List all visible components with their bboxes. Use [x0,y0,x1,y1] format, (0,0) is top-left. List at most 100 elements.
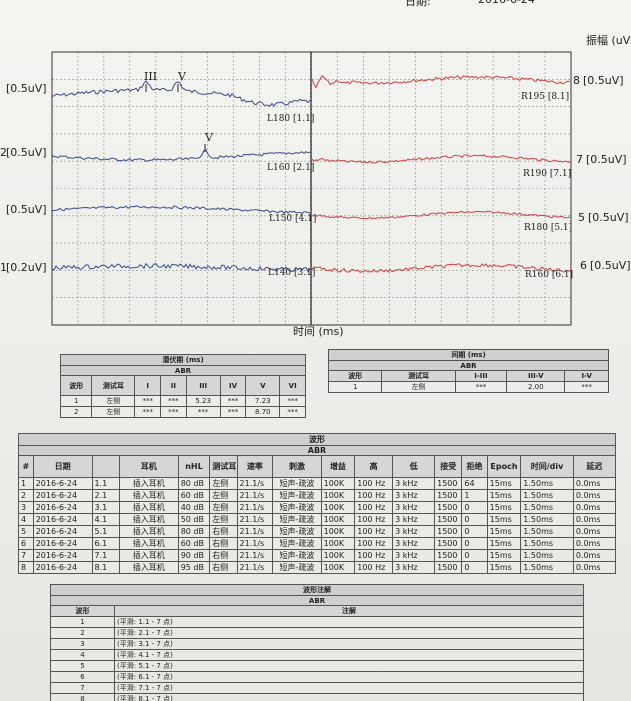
column-header: II [160,375,187,396]
table-cell: 2.1 [91,489,120,502]
column-header: nHL [177,455,211,478]
table-cell: (平滑: 5.1 - 7 点) [114,660,584,672]
table-row: 4 2016-6-24 4.1 插入耳机 50 dB 左侧 21.1/s 短声-疏波 100K 1… [18,513,617,526]
table-cell: 100 Hz [354,549,394,562]
table-cell: *** [279,395,306,407]
table-cell: 8 [18,561,34,574]
left-scale-label: [0.5uV] [6,82,47,95]
right-ear-trace [311,75,571,89]
table-cell: 1.50ms [520,537,574,550]
table-cell: 4.1 [91,513,120,526]
table-cell: 1.50ms [520,561,574,574]
table-cell: 短声-疏波 [272,477,322,490]
table-cell: 95 dB [177,561,211,574]
column-header: 测试耳 [381,370,456,382]
table-cell: 8.70 [245,406,281,418]
table-cell: 4 [50,649,115,661]
column-header: 拒绝 [461,455,488,478]
table-row: 1 左侧 *** 2.00 *** [327,381,609,393]
table-cell: (平滑: 1.1 - 7 点) [114,616,584,628]
table-cell: 插入耳机 [118,477,179,490]
interval-table-header: 波形 测试耳 I-III III-V I-V [327,370,609,382]
left-scale-label: [0.5uV] [6,146,47,159]
table-cell: 左侧 [209,501,238,514]
table-row: 7 (平滑: 7.1 - 7 点) [50,682,584,694]
table-cell: 1500 [434,549,463,562]
table-row: 2 (平滑: 2.1 - 7 点) [50,627,584,639]
column-header: Epoch [486,455,522,478]
interval-table-subtitle: ABR [328,360,609,371]
peak-label-v: V [177,70,187,83]
table-row: 5 2016-6-24 5.1 插入耳机 80 dB 右侧 21.1/s 短声-疏波 100K 1… [18,525,617,538]
table-cell: 3 kHz [392,549,436,562]
table-cell: 15ms [486,489,522,502]
right-ear-trace [311,210,571,220]
table-row: 2 左侧 *** *** *** *** 8.70 *** [59,406,306,418]
table-cell: 80 dB [177,477,211,490]
table-cell: (平滑: 2.1 - 7 点) [114,627,584,639]
table-cell: 右侧 [209,537,238,550]
right-ear-trace [311,154,570,164]
table-cell: 3 kHz [392,477,436,490]
table-cell: (平滑: 7.1 - 7 点) [114,682,584,694]
table-cell: *** [219,395,247,407]
left-ear-trace [52,80,311,107]
table-cell: 15ms [486,525,522,538]
table-cell: 2016-6-24 [32,549,93,562]
table-cell: 0.0ms [572,537,617,550]
table-cell: 15ms [486,537,522,550]
table-cell: 0.0ms [572,477,617,490]
column-header: 注解 [114,605,584,617]
table-cell: 64 [461,477,488,490]
table-cell: *** [134,406,162,418]
waveform-table-title: 波形 [18,433,616,446]
table-cell: 2016-6-24 [32,477,93,490]
table-cell: 3 [18,501,34,514]
right-scale-label: [0.5uV] [590,259,631,272]
table-cell: 0.0ms [572,501,617,514]
report-date: 2016-6-24 [478,0,535,6]
column-header: # [18,455,34,478]
column-header: VI [279,375,306,396]
column-header: 耳机 [118,455,179,478]
right-trace-number: 8 [573,74,580,87]
left-scale-label: [0.2uV] [6,261,47,274]
column-header: 波形 [59,375,93,396]
table-cell: 100K [320,525,356,538]
table-cell: 1 [50,616,115,628]
table-cell: 3.1 [91,501,120,514]
column-header: 接受 [434,455,463,478]
table-cell: *** [134,395,162,407]
table-row: 4 (平滑: 4.1 - 7 点) [50,649,584,661]
column-header: 测试耳 [209,455,238,478]
table-cell: 3 kHz [392,501,436,514]
table-cell: 90 dB [177,549,211,562]
table-cell: 100 Hz [354,561,394,574]
table-cell: 1500 [434,513,463,526]
table-cell: 短声-疏波 [272,549,322,562]
table-cell: 21.1/s [236,537,274,550]
table-cell: 2 [18,489,34,502]
column-header: 日期 [32,455,93,478]
left-scale-label: [0.5uV] [6,203,47,216]
table-cell: 1.50ms [520,549,574,562]
interval-table: 间期 (ms) ABR 波形 测试耳 I-III III-V I-V 1 左侧 … [327,349,609,393]
table-cell: 50 dB [177,513,211,526]
table-cell: 100 Hz [354,537,394,550]
column-header: 刺激 [272,455,322,478]
table-cell: 4 [18,513,34,526]
table-cell: 1500 [434,489,463,502]
table-cell: 100K [320,549,356,562]
table-cell: 0 [461,501,488,514]
table-cell: 短声-疏波 [272,501,322,514]
table-row: 6 2016-6-24 6.1 插入耳机 60 dB 右侧 21.1/s 短声-疏波 100K 1… [18,537,617,550]
table-row: 6 (平滑: 6.1 - 7 点) [50,671,584,683]
table-cell: 右侧 [209,561,238,574]
table-cell: 0 [461,549,488,562]
latency-table-subtitle: ABR [60,365,306,376]
table-cell: 5.1 [91,525,120,538]
right-trace-number: 7 [576,153,583,166]
trace-label: L140 [3.1] [268,268,316,278]
table-cell: 15ms [486,561,522,574]
table-cell: 6 [50,671,115,683]
